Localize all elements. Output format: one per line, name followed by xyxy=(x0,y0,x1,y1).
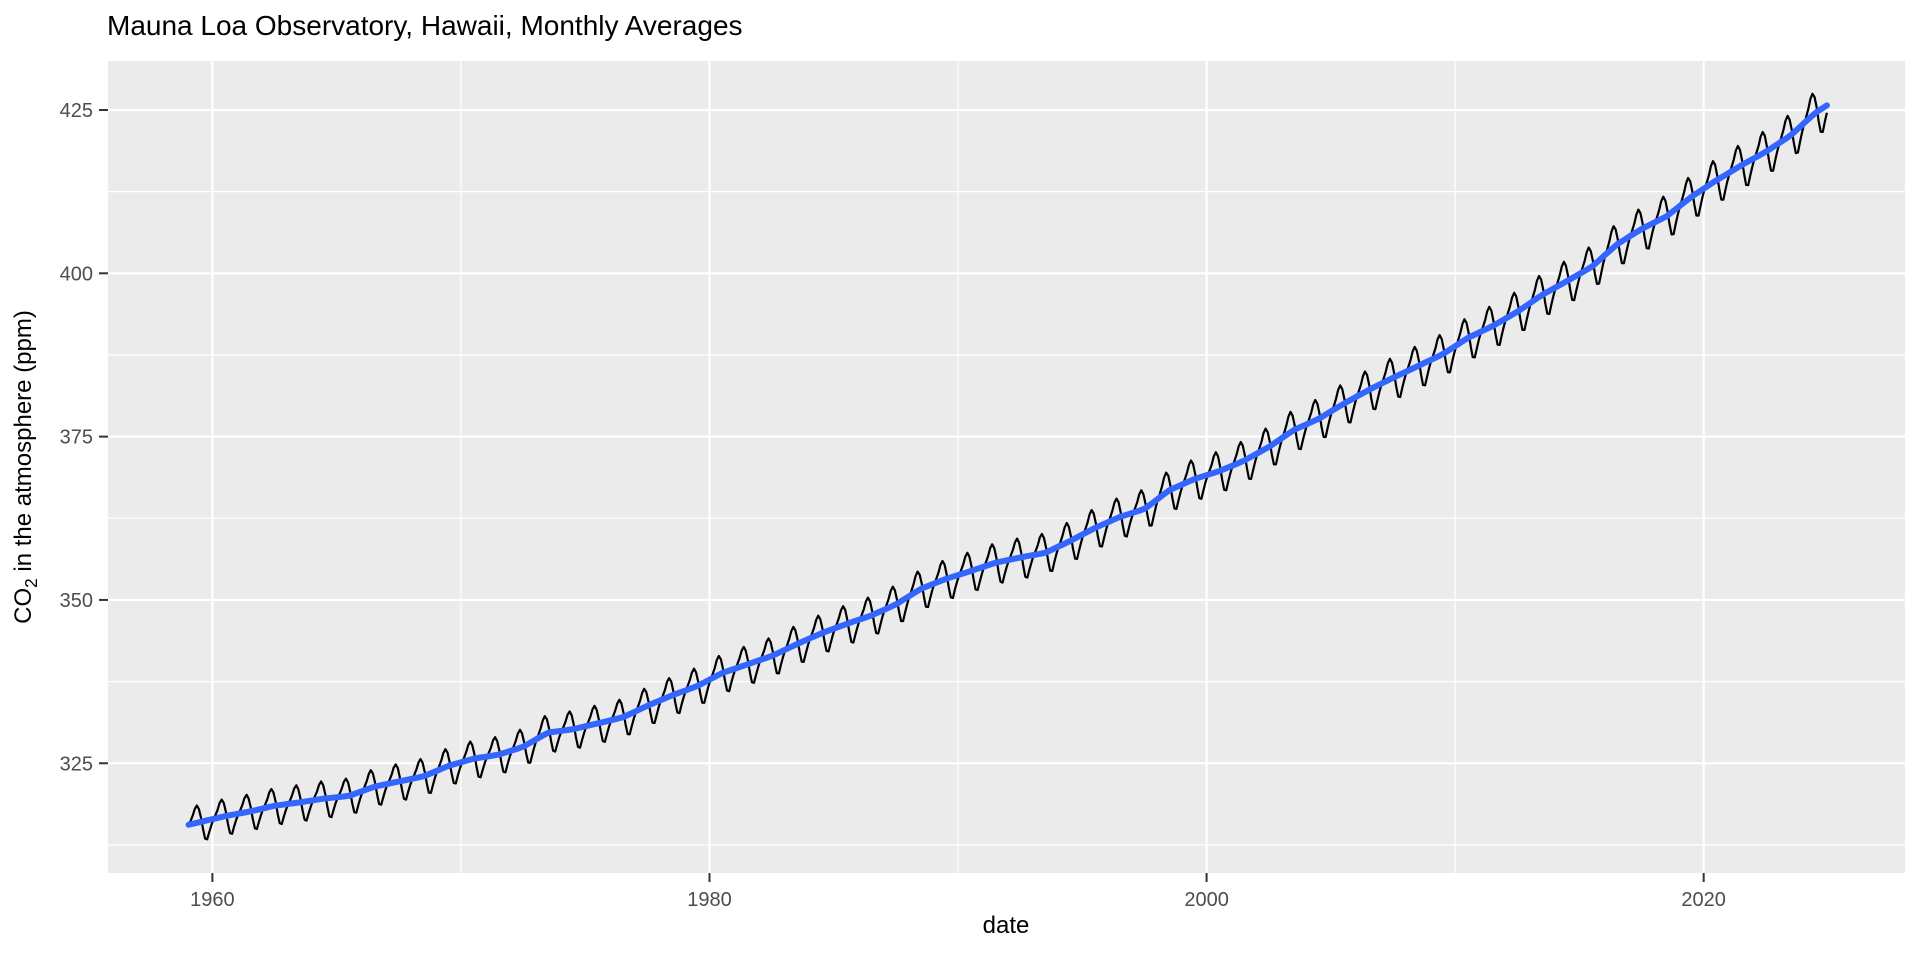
y-axis-title: CO2 in the atmosphere (ppm) xyxy=(10,310,42,624)
y-axis-title-sub: 2 xyxy=(20,578,41,588)
x-tick-label: 1960 xyxy=(190,889,235,911)
smooth-trend-line xyxy=(185,102,1830,828)
y-tick-label: 375 xyxy=(60,427,93,449)
y-tick-label: 400 xyxy=(60,263,93,285)
chart-title: Mauna Loa Observatory, Hawaii, Monthly A… xyxy=(107,10,743,41)
y-tick-label: 325 xyxy=(60,753,93,775)
x-tick-label: 2020 xyxy=(1681,889,1726,911)
y-axis-title-pre: CO xyxy=(10,587,38,624)
y-tick-label: 425 xyxy=(60,100,93,122)
x-tick-label: 1980 xyxy=(687,889,732,911)
y-axis-title-post: in the atmosphere (ppm) xyxy=(10,310,38,579)
x-tick-label: 2000 xyxy=(1184,889,1229,911)
plot-panel xyxy=(108,61,1905,873)
x-axis-title: date xyxy=(982,912,1030,939)
y-tick-label: 350 xyxy=(60,590,93,612)
